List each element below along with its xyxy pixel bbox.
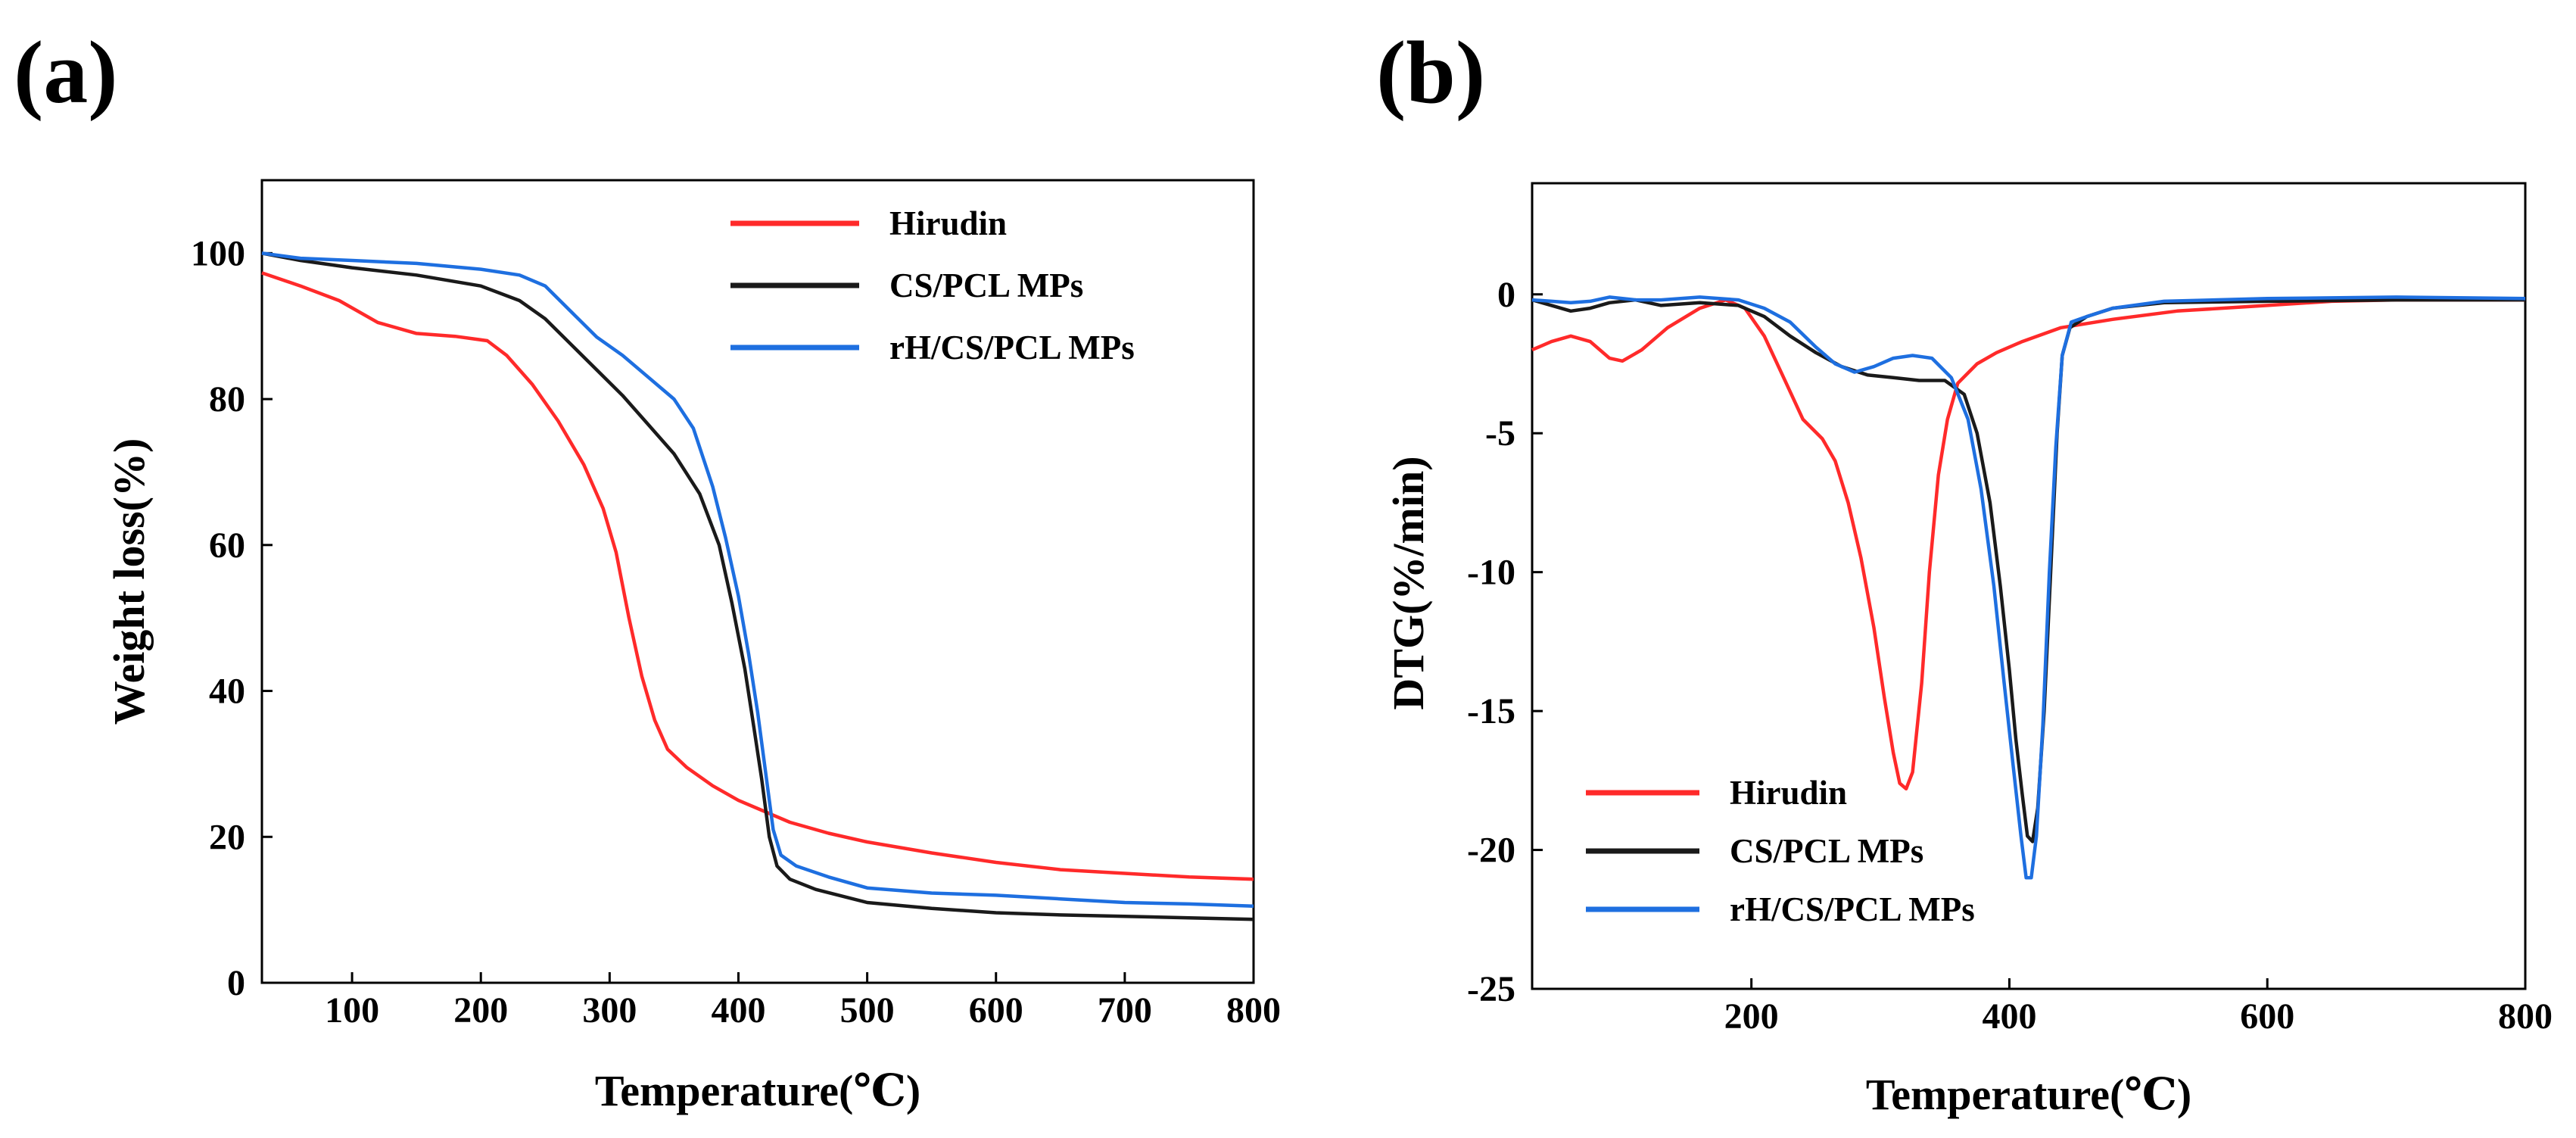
x-tick-label: 800	[1226, 990, 1281, 1030]
panel-a-y-axis-title: Weight loss(%)	[104, 438, 154, 725]
panel-b-ticks: 200 400 600 800 0 -5 -10 -15 -20 -25	[1467, 275, 2553, 1037]
x-tick-label: 700	[1098, 990, 1152, 1030]
y-tick-label: 0	[1497, 275, 1515, 315]
x-tick-label: 100	[325, 990, 379, 1030]
panel-b-x-axis-title: Temperature(℃)	[1866, 1070, 2191, 1119]
legend-label: Hirudin	[889, 204, 1007, 242]
y-tick-label: 40	[209, 672, 245, 712]
legend-label: Hirudin	[1730, 774, 1847, 812]
y-tick-label: -15	[1467, 691, 1515, 731]
y-tick-label: -5	[1485, 413, 1515, 454]
panel-b-plot-frame	[1531, 182, 2527, 990]
y-tick-label: 60	[209, 525, 245, 566]
panel-a-letter: (a)	[14, 23, 118, 122]
y-tick-label: 0	[227, 963, 245, 1003]
y-tick-label: -25	[1467, 969, 1515, 1009]
y-tick-label: 80	[209, 379, 245, 419]
panel-a-ticks: 100 200 300 400 500 600 700 800 0 20 40 60 80 100	[191, 233, 1281, 1030]
legend-label: CS/PCL MPs	[1730, 832, 1923, 870]
x-tick-label: 300	[582, 990, 637, 1030]
y-tick-label: 20	[209, 817, 245, 857]
x-tick-label: 400	[1982, 996, 2036, 1037]
x-tick-label: 600	[969, 990, 1023, 1030]
panel-a-x-axis-title: Temperature(℃)	[595, 1066, 920, 1115]
series-line-3	[261, 251, 1254, 909]
panel-b-series	[1531, 295, 2526, 880]
y-tick-label: 100	[191, 233, 245, 273]
panel-a-plot-frame	[260, 179, 1255, 984]
panel-a-legend: Hirudin CS/PCL MPs rH/CS/PCL MPs	[730, 204, 1135, 366]
y-tick-label: -20	[1467, 831, 1515, 871]
series-line-2	[261, 251, 1254, 921]
series-line-2	[1531, 298, 2525, 843]
x-tick-label: 200	[453, 990, 508, 1030]
series-line-3	[1531, 295, 2526, 880]
series-line-1	[261, 271, 1254, 881]
y-tick-label: -10	[1467, 553, 1515, 593]
series-line-1	[1531, 298, 2525, 791]
panel-b: (b) 200 400 600 800 0 -5 -10 -15 -20 -25 Hirudin C…	[1376, 23, 2553, 1119]
panel-a: (a) 100 200 300 400 500 600 700 800020406080100…	[14, 23, 1281, 1115]
legend-label: rH/CS/PCL MPs	[1730, 890, 1975, 928]
x-tick-label: 400	[711, 990, 765, 1030]
x-tick-label: 800	[2498, 996, 2553, 1037]
legend-label: rH/CS/PCL MPs	[889, 329, 1135, 366]
x-tick-label: 500	[840, 990, 895, 1030]
panel-b-letter: (b)	[1376, 23, 1485, 122]
panel-b-legend: Hirudin CS/PCL MPs rH/CS/PCL MPs	[1586, 774, 1975, 928]
panel-b-y-axis-title: DTG(%/min)	[1384, 456, 1433, 709]
x-tick-label: 600	[2240, 996, 2294, 1037]
x-tick-label: 200	[1724, 996, 1779, 1037]
legend-label: CS/PCL MPs	[889, 267, 1083, 304]
panel-a-series	[261, 251, 1254, 921]
